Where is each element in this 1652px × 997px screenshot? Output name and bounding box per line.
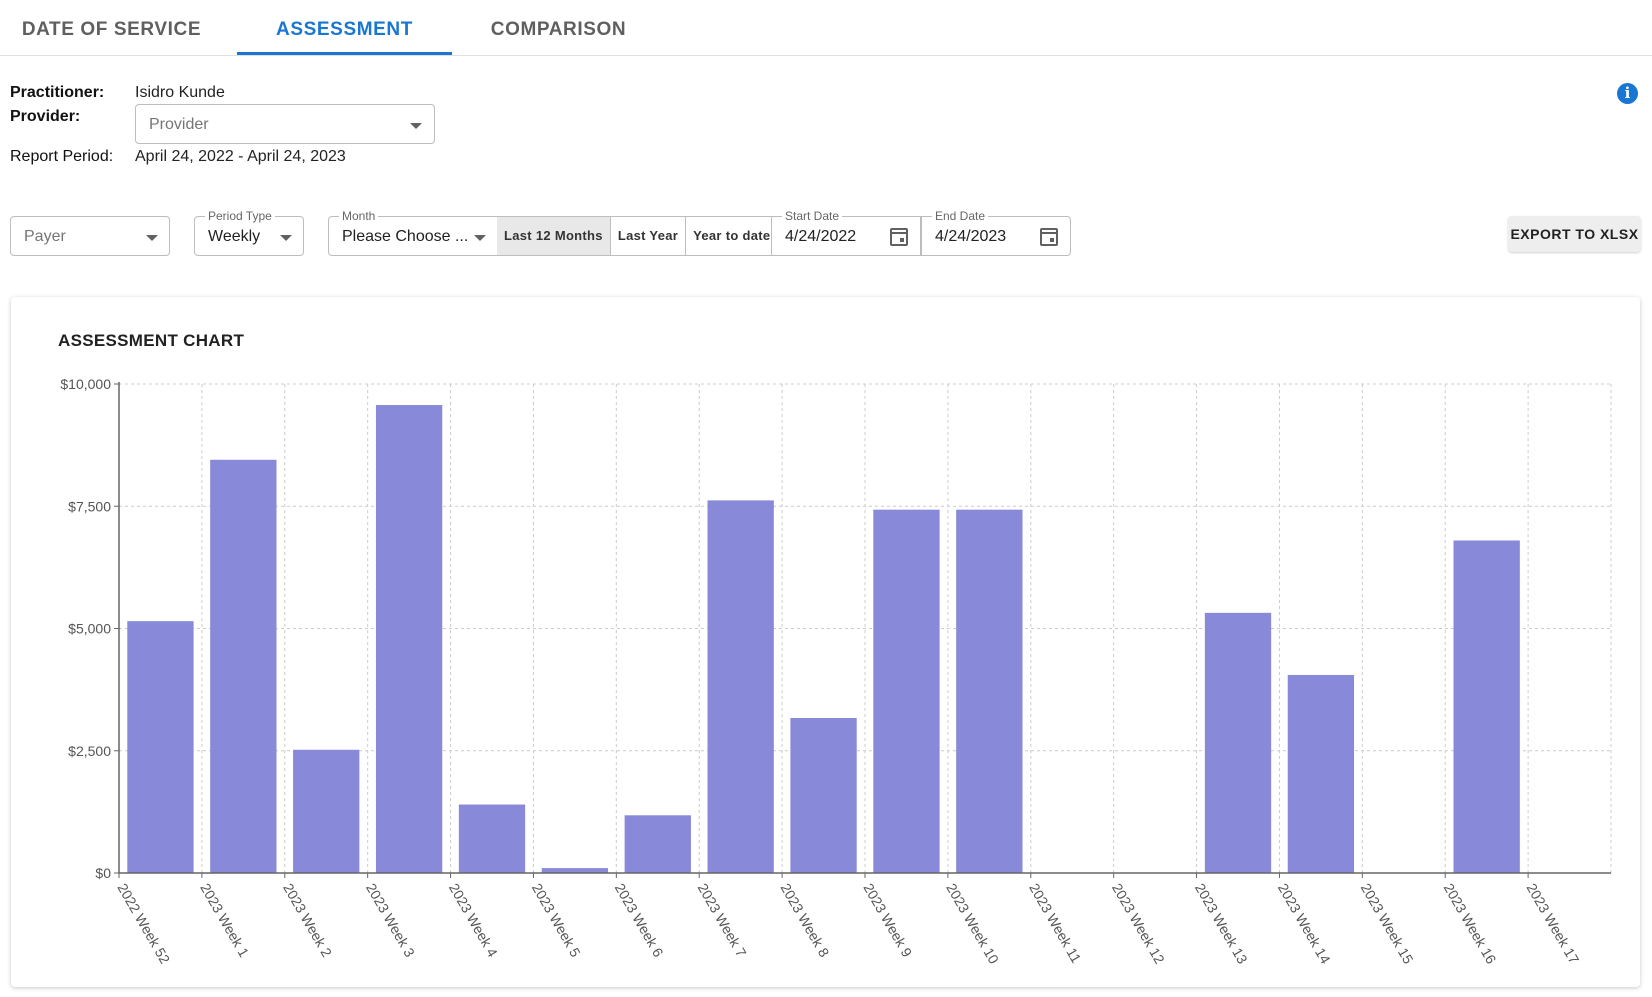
start-date-value: 4/24/2022: [785, 228, 857, 245]
payer-select-value: Payer: [24, 228, 66, 245]
bar[interactable]: [293, 749, 360, 873]
caret-down-icon: [474, 235, 486, 241]
bar[interactable]: [956, 509, 1023, 873]
period-type-label: Period Type: [205, 209, 275, 223]
assessment-chart-card: ASSESSMENT CHART $0 $2,500 $5,000 $7,500 $10…: [11, 297, 1640, 987]
practitioner-value: Isidro Kunde: [135, 84, 225, 101]
calendar-icon[interactable]: [890, 228, 908, 246]
y-tick-label: $7,500: [68, 498, 111, 514]
end-date-value: 4/24/2023: [935, 228, 1007, 245]
quick-range-group: Last 12 Months Last Year Year to date: [497, 216, 779, 256]
bar[interactable]: [127, 621, 194, 873]
x-tick-label: 2023 Week 15: [1358, 881, 1417, 967]
bar[interactable]: [707, 500, 774, 873]
x-tick-label: 2023 Week 16: [1441, 881, 1500, 967]
provider-select-value: Provider: [149, 116, 209, 133]
x-tick-label: 2023 Week 3: [363, 881, 418, 960]
month-label: Month: [339, 209, 379, 223]
bar[interactable]: [210, 459, 277, 873]
x-tick-label: 2023 Week 12: [1109, 881, 1168, 967]
info-icon[interactable]: i: [1617, 83, 1638, 104]
last-year-button[interactable]: Last Year: [611, 217, 687, 255]
active-tab-indicator: [237, 52, 452, 55]
export-xlsx-button[interactable]: EXPORT TO XLSX: [1508, 216, 1641, 252]
x-tick-label: 2023 Week 6: [612, 881, 667, 960]
period-type-value: Weekly: [208, 228, 261, 245]
x-tick-label: 2023 Week 13: [1192, 881, 1251, 967]
period-type-select[interactable]: Period Type Weekly: [194, 209, 304, 256]
x-tick-label: 2023 Week 9: [860, 881, 915, 960]
caret-down-icon: [410, 123, 422, 129]
y-tick-label: $10,000: [60, 376, 111, 392]
last-12-months-button[interactable]: Last 12 Months: [497, 217, 611, 255]
x-tick-label: 2023 Week 11: [1026, 881, 1084, 966]
x-tick-label: 2023 Week 10: [943, 881, 1002, 967]
bar[interactable]: [790, 717, 857, 873]
provider-label: Provider:: [10, 108, 81, 125]
y-tick-label: $2,500: [68, 743, 111, 759]
x-tick-label: 2023 Week 4: [446, 881, 501, 960]
month-select[interactable]: Month Please Choose ...: [328, 209, 498, 256]
report-period-value: April 24, 2022 - April 24, 2023: [135, 148, 346, 165]
y-tick-label: $5,000: [68, 621, 111, 637]
caret-down-icon: [146, 235, 158, 241]
payer-select[interactable]: Payer: [10, 216, 170, 256]
tab-comparison[interactable]: COMPARISON: [490, 19, 627, 40]
start-date-field[interactable]: Start Date 4/24/2022: [771, 209, 921, 256]
x-tick-label: 2023 Week 14: [1275, 881, 1334, 967]
x-tick-label: 2023 Week 5: [529, 881, 584, 960]
bar[interactable]: [458, 804, 526, 873]
bar[interactable]: [375, 405, 443, 873]
x-tick-label: 2023 Week 17: [1524, 881, 1583, 967]
start-date-label: Start Date: [782, 209, 843, 223]
bar[interactable]: [1287, 674, 1355, 873]
tab-date-of-service[interactable]: DATE OF SERVICE: [21, 19, 202, 40]
practitioner-label: Practitioner:: [10, 84, 105, 101]
provider-select[interactable]: Provider: [135, 104, 435, 144]
x-tick-label: 2022 Week 52: [114, 881, 173, 967]
x-tick-label: 2023 Week 1: [197, 881, 252, 960]
tab-assessment[interactable]: ASSESSMENT: [276, 19, 413, 40]
assessment-bar-chart: $0 $2,500 $5,000 $7,500 $10,000 2022 Week 52…: [60, 376, 1612, 967]
bar[interactable]: [541, 868, 609, 873]
x-tick-label: 2023 Week 2: [280, 881, 335, 960]
bar[interactable]: [1453, 540, 1520, 873]
calendar-icon[interactable]: [1040, 228, 1058, 246]
year-to-date-button[interactable]: Year to date: [686, 217, 779, 255]
tab-bar: DATE OF SERVICE ASSESSMENT COMPARISON: [0, 0, 1652, 56]
chart-title: ASSESSMENT CHART: [58, 331, 245, 350]
end-date-label: End Date: [932, 209, 989, 223]
x-tick-label: 2023 Week 7: [695, 881, 750, 960]
caret-down-icon: [280, 235, 292, 241]
end-date-field[interactable]: End Date 4/24/2023: [921, 209, 1071, 256]
month-value: Please Choose ...: [342, 228, 467, 245]
bar[interactable]: [873, 509, 940, 873]
bar[interactable]: [624, 815, 691, 873]
bar[interactable]: [1204, 612, 1272, 873]
report-period-label: Report Period:: [10, 148, 114, 165]
x-tick-label: 2023 Week 8: [778, 881, 833, 960]
y-tick-label: $0: [95, 865, 111, 881]
